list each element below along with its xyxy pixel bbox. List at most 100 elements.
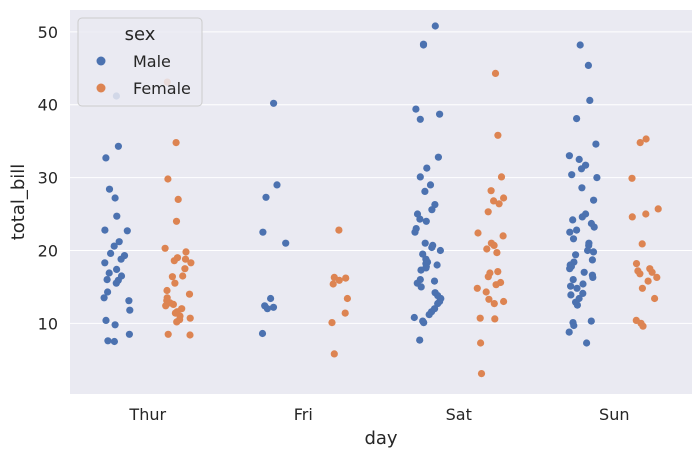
point-male: [410, 313, 418, 322]
point-male: [259, 228, 267, 236]
point-male: [416, 115, 424, 123]
point-female: [639, 322, 647, 330]
point-male: [588, 256, 597, 264]
point-male: [101, 226, 109, 234]
point-female: [171, 279, 179, 287]
point-male: [579, 280, 587, 288]
point-male: [589, 273, 597, 281]
y-tick-label: 50: [38, 23, 58, 42]
point-male: [593, 174, 601, 182]
point-male: [436, 110, 444, 118]
point-female: [636, 139, 644, 147]
point-male: [102, 154, 110, 162]
point-female: [499, 232, 507, 240]
point-female: [638, 240, 646, 248]
point-male: [573, 284, 581, 292]
point-male: [433, 261, 441, 269]
point-male: [570, 321, 578, 330]
point-female: [654, 205, 662, 213]
point-male: [411, 228, 419, 236]
point-female: [644, 277, 652, 285]
point-female: [638, 284, 647, 292]
point-male: [269, 303, 278, 311]
point-female: [494, 268, 502, 276]
point-female: [169, 300, 177, 308]
point-female: [186, 331, 194, 339]
point-male: [113, 212, 121, 220]
point-male: [111, 321, 119, 329]
point-female: [484, 273, 492, 281]
point-male: [579, 289, 587, 297]
point-female: [487, 187, 495, 195]
point-female: [500, 194, 508, 202]
point-male: [107, 249, 115, 257]
point-female: [485, 295, 493, 303]
point-female: [492, 281, 500, 289]
x-axis-title: day: [364, 428, 397, 449]
point-female: [335, 276, 343, 284]
x-tick-label: Thur: [128, 405, 166, 424]
legend-box: [77, 17, 203, 107]
point-male: [434, 153, 442, 161]
point-female: [494, 131, 502, 139]
point-male: [569, 216, 577, 224]
point-female: [182, 248, 190, 256]
y-tick-label: 20: [38, 241, 58, 260]
point-male: [573, 301, 582, 309]
point-male: [590, 196, 598, 204]
point-male: [263, 305, 271, 313]
point-male: [114, 142, 122, 150]
point-male: [572, 251, 580, 259]
point-female: [328, 319, 336, 327]
point-male: [431, 22, 439, 30]
point-female: [477, 339, 485, 347]
point-female: [474, 229, 482, 237]
point-female: [343, 294, 351, 303]
point-male: [273, 181, 281, 189]
point-male: [584, 61, 593, 69]
legend: sex Male Female: [77, 17, 203, 107]
y-tick-label: 30: [38, 169, 58, 188]
data-points: [100, 22, 662, 378]
point-male: [110, 242, 118, 250]
x-tick-labels: Thur Fri Sat Sun: [128, 405, 629, 424]
point-male: [125, 330, 133, 338]
x-tick-label: Sat: [446, 405, 472, 424]
point-male: [123, 227, 131, 235]
point-male: [584, 246, 592, 255]
point-male: [566, 228, 574, 236]
point-female: [170, 257, 178, 265]
point-female: [642, 135, 650, 143]
point-male: [568, 171, 576, 179]
point-male: [565, 152, 574, 160]
legend-marker-female: [96, 83, 106, 93]
point-male: [112, 279, 120, 287]
point-female: [495, 200, 503, 208]
point-female: [330, 350, 338, 358]
point-female: [628, 213, 636, 221]
x-tick-label: Fri: [294, 405, 313, 424]
point-female: [181, 265, 189, 273]
point-female: [476, 314, 484, 322]
point-female: [187, 259, 195, 267]
point-female: [490, 241, 498, 249]
point-male: [421, 187, 429, 195]
point-male: [417, 266, 425, 274]
point-female: [335, 226, 343, 234]
point-female: [477, 370, 486, 378]
point-female: [491, 315, 499, 323]
point-male: [262, 193, 270, 201]
point-male: [105, 269, 113, 277]
point-male: [423, 164, 431, 172]
point-female: [181, 255, 190, 263]
point-female: [174, 195, 182, 203]
point-female: [173, 318, 181, 326]
point-male: [267, 294, 275, 303]
point-male: [419, 41, 428, 49]
point-male: [110, 337, 118, 346]
point-female: [161, 244, 169, 252]
point-female: [172, 139, 180, 147]
point-male: [577, 165, 586, 173]
point-male: [282, 239, 290, 247]
